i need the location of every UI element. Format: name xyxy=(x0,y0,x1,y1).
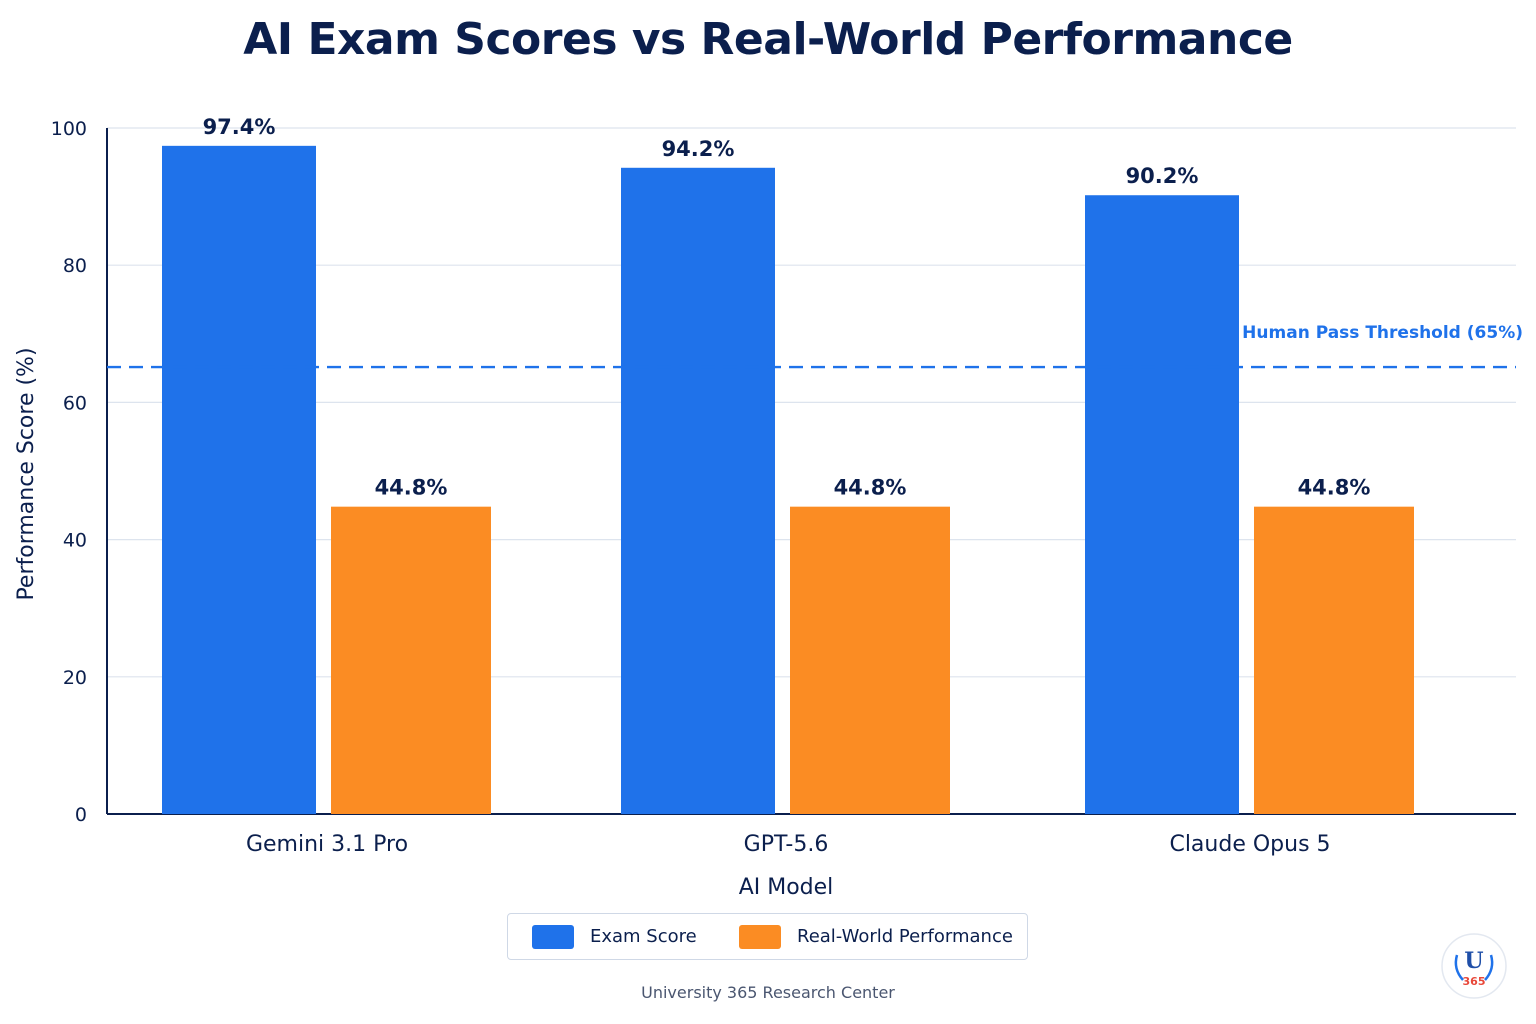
y-tick-label: 100 xyxy=(51,118,87,140)
y-tick-label: 0 xyxy=(75,804,87,826)
source-caption: University 365 Research Center xyxy=(641,983,895,1002)
laurel-left-icon xyxy=(1454,954,1464,981)
bar-exam-score xyxy=(621,167,775,815)
bar-real-world xyxy=(790,506,950,814)
y-tick-label: 40 xyxy=(63,530,87,552)
legend-label-real-world: Real-World Performance xyxy=(797,926,1013,947)
university-logo: U 365 xyxy=(1441,933,1507,999)
chart-title: AI Exam Scores vs Real-World Performance xyxy=(243,14,1293,65)
bar-value-label: 44.8% xyxy=(834,476,907,500)
bar-exam-score xyxy=(162,145,316,814)
legend-label-exam-score: Exam Score xyxy=(590,926,697,947)
legend-swatch-real-world xyxy=(739,924,781,949)
legend-item-exam-score: Exam Score xyxy=(532,914,697,959)
legend: Exam Score Real-World Performance xyxy=(507,913,1028,960)
x-axis-title: AI Model xyxy=(739,875,834,900)
threshold-label: Human Pass Threshold (65%) xyxy=(1242,323,1523,343)
bar-real-world xyxy=(331,506,491,814)
legend-item-real-world: Real-World Performance xyxy=(739,914,1013,959)
bar-value-label: 97.4% xyxy=(203,115,276,139)
y-tick-label: 80 xyxy=(63,255,87,277)
logo-letter: U xyxy=(1464,948,1483,974)
x-tick-label: Claude Opus 5 xyxy=(1169,832,1330,857)
bar-value-label: 44.8% xyxy=(375,476,448,500)
bar-value-label: 44.8% xyxy=(1298,476,1371,500)
y-tick-label: 20 xyxy=(63,667,87,689)
bar-real-world xyxy=(1254,506,1414,814)
x-tick-label: Gemini 3.1 Pro xyxy=(246,832,408,857)
y-tick-label: 60 xyxy=(63,392,87,414)
bar-value-label: 90.2% xyxy=(1126,164,1199,188)
logo-number: 365 xyxy=(1463,975,1486,988)
y-axis-title: Performance Score (%) xyxy=(14,347,39,600)
bar-exam-score xyxy=(1085,195,1239,814)
bar-value-label: 94.2% xyxy=(662,137,735,161)
legend-swatch-exam-score xyxy=(532,924,574,949)
laurel-right-icon xyxy=(1484,954,1494,981)
x-tick-label: GPT-5.6 xyxy=(744,832,829,857)
